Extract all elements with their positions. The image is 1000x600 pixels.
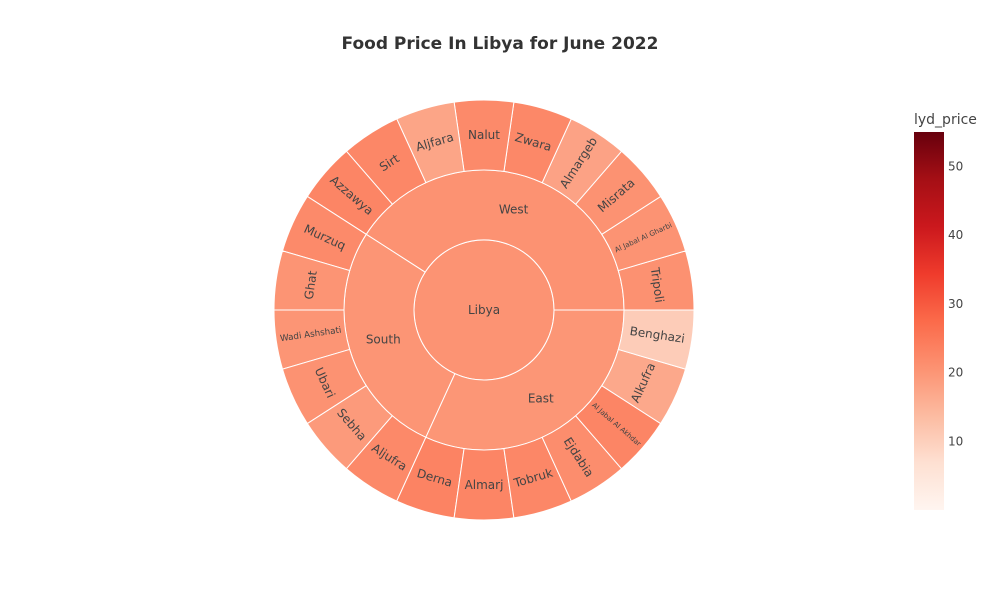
colorbar-title: lyd_price [914,112,977,128]
colorbar-tick: 40 [948,228,963,242]
label-almarj: Almarj [465,478,504,492]
label-libya: Libya [468,303,500,317]
colorbar-tick: 30 [948,297,963,311]
segment-benghazi[interactable] [617,309,695,370]
label-east: East [528,391,554,405]
colorbar: lyd_price 10 20 30 40 50 [914,112,977,510]
label-ghat: Ghat [302,269,320,300]
label-tripoli: Tripoli [648,266,667,304]
label-south: South [366,333,401,347]
chart-title: Food Price In Libya for June 2022 [341,34,659,54]
colorbar-tick: 20 [948,366,963,380]
colorbar-gradient [914,132,944,510]
label-west: West [499,202,529,216]
colorbar-tick: 10 [948,434,963,448]
colorbar-tick: 50 [948,159,963,173]
label-nalut: Nalut [468,128,500,142]
